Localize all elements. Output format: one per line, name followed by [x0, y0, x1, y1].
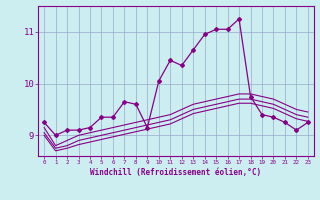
X-axis label: Windchill (Refroidissement éolien,°C): Windchill (Refroidissement éolien,°C): [91, 168, 261, 177]
